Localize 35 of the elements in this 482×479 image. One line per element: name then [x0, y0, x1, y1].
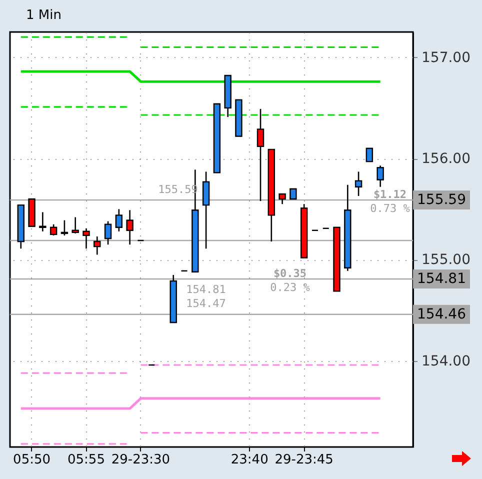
candlestick — [60, 220, 68, 236]
candlestick — [290, 188, 297, 200]
x-tick-label: 05:55 — [68, 452, 105, 468]
annotation: 154.47 — [186, 297, 226, 310]
ref-line-label: 155.59 — [417, 192, 466, 208]
y-tick-label: 154.00 — [422, 353, 470, 370]
candlestick — [278, 193, 286, 205]
annotation: $1.12 — [373, 188, 407, 201]
annotation: 0.73 % — [370, 202, 410, 215]
candlestick — [115, 208, 123, 232]
candlestick — [94, 236, 101, 256]
candlestick — [202, 171, 210, 250]
ref-line-label: 154.81 — [417, 270, 466, 287]
ref-line-label: 154.46 — [417, 306, 466, 322]
x-tick-label: 05:50 — [13, 452, 51, 468]
chart-title: 1 Min — [26, 8, 62, 23]
candlestick — [104, 220, 112, 246]
candlestick — [376, 164, 384, 188]
annotation: $0.35 — [273, 267, 307, 280]
candlestick — [82, 228, 90, 250]
candlestick — [354, 171, 362, 197]
candlestick — [50, 224, 58, 236]
x-tick-label: 29-23:30 — [111, 452, 170, 468]
x-tick-label: 29-23:45 — [274, 452, 334, 468]
annotation: 0.23 % — [270, 281, 310, 294]
y-tick-label: 157.00 — [422, 50, 470, 66]
candlestick — [126, 209, 134, 246]
candlestick — [256, 108, 264, 202]
candlestick — [366, 148, 374, 162]
y-tick-label: 156.00 — [422, 151, 470, 168]
candlestick — [39, 212, 46, 232]
x-tick-label: 23:40 — [230, 452, 268, 468]
candlestick — [72, 216, 79, 234]
y-tick-label: 155.00 — [422, 252, 470, 268]
annotation: 154.81 — [186, 283, 226, 296]
